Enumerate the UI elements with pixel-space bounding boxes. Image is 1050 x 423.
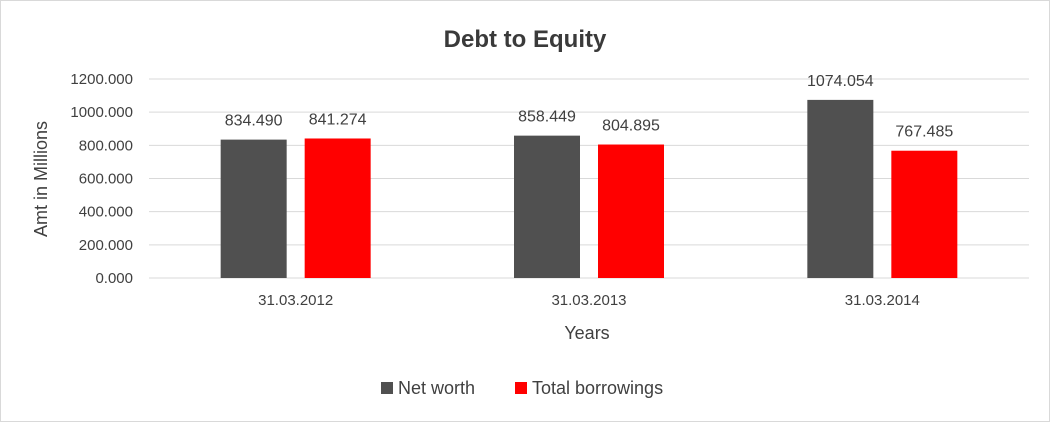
bar-net-worth <box>807 99 874 278</box>
y-tick-label: 1200.000 <box>70 71 133 88</box>
y-tick-label: 600.000 <box>79 171 133 188</box>
data-label: 841.274 <box>309 111 367 128</box>
y-tick-label: 400.000 <box>79 204 133 221</box>
legend-label: Net worth <box>398 378 475 398</box>
y-axis-title: Amt in Millions <box>31 121 51 237</box>
x-tick-label: 31.03.2012 <box>258 292 333 309</box>
data-label: 1074.054 <box>807 73 874 90</box>
x-axis-title: Years <box>564 323 609 343</box>
legend: Net worth Total borrowings <box>381 378 663 398</box>
legend-label: Total borrowings <box>532 378 663 398</box>
y-tick-label: 200.000 <box>79 237 133 254</box>
bars <box>220 99 958 278</box>
legend-swatch <box>381 382 393 394</box>
legend-swatch <box>515 382 527 394</box>
y-tick-label: 800.000 <box>79 137 133 154</box>
bar-net-worth <box>514 135 580 278</box>
y-tick-label: 0.000 <box>95 270 133 287</box>
bar-total-borrowings <box>891 150 958 278</box>
data-label: 804.895 <box>602 118 660 135</box>
bar-total-borrowings <box>598 144 664 278</box>
bar-total-borrowings <box>304 138 371 278</box>
y-tick-label: 1000.000 <box>70 104 133 121</box>
y-axis-ticks: 0.000 200.000 400.000 600.000 800.000 1000.00… <box>70 71 133 287</box>
x-axis-ticks: 31.03.2012 31.03.2013 31.03.2014 <box>258 292 920 309</box>
gridlines <box>149 78 1029 279</box>
data-label: 834.490 <box>225 113 283 130</box>
data-label: 858.449 <box>518 109 576 126</box>
data-labels: 834.490 841.274 858.449 804.895 1074.054 767.… <box>225 73 954 141</box>
bar-net-worth <box>220 139 287 278</box>
data-label: 767.485 <box>895 124 953 141</box>
chart-title: Debt to Equity <box>444 26 607 53</box>
x-tick-label: 31.03.2014 <box>845 292 920 309</box>
x-tick-label: 31.03.2013 <box>551 292 626 309</box>
